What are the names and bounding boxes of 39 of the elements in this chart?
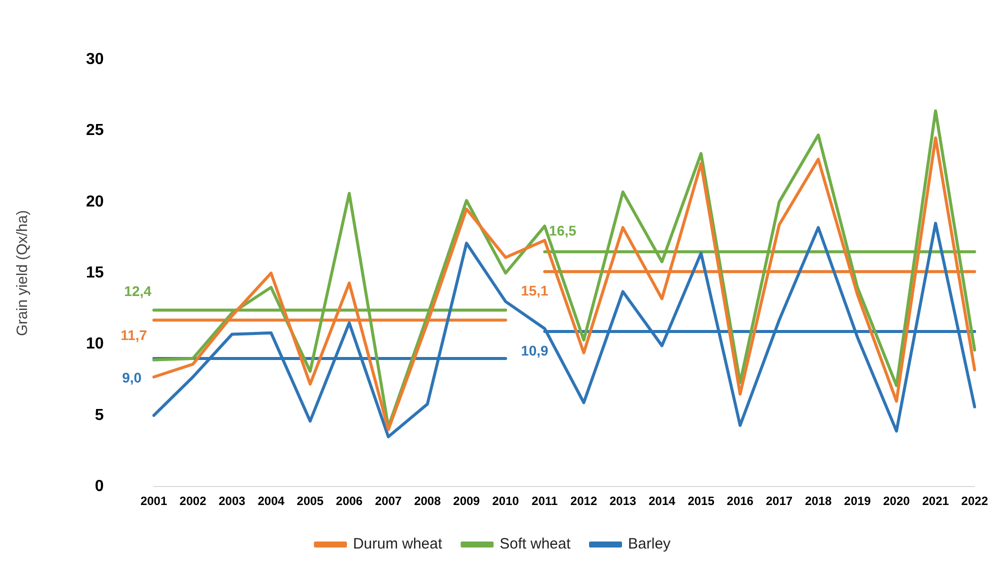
x-tick-label: 2004 bbox=[258, 494, 285, 508]
x-tick-label: 2017 bbox=[766, 494, 793, 508]
legend-label: Durum wheat bbox=[352, 536, 443, 553]
x-tick-label: 2020 bbox=[883, 494, 910, 508]
data-label: 11,7 bbox=[120, 326, 148, 343]
y-tick-label: 30 bbox=[86, 51, 104, 68]
x-tick-label: 2006 bbox=[336, 494, 363, 508]
x-tick-label: 2021 bbox=[922, 494, 950, 508]
x-tick-label: 2016 bbox=[726, 494, 754, 508]
y-axis-title: Grain yield (Qx/ha) bbox=[14, 210, 32, 336]
x-tick-label: 2010 bbox=[492, 494, 520, 508]
x-tick-label: 2013 bbox=[610, 494, 637, 508]
data-label: 9,0 bbox=[122, 369, 142, 386]
y-tick-label: 15 bbox=[86, 264, 104, 282]
data-label: 10,9 bbox=[521, 342, 549, 358]
x-tick-label: 2001 bbox=[140, 494, 168, 508]
y-tick-label: 10 bbox=[86, 336, 104, 353]
x-tick-label: 2019 bbox=[844, 494, 872, 508]
x-tick-label: 2002 bbox=[180, 494, 207, 508]
y-tick-label: 0 bbox=[94, 478, 104, 496]
y-tick-label: 5 bbox=[94, 406, 104, 424]
x-tick-label: 2014 bbox=[648, 494, 676, 508]
y-tick-label: 25 bbox=[86, 122, 104, 140]
x-tick-label: 2005 bbox=[296, 494, 324, 508]
x-tick-label: 2022 bbox=[961, 494, 988, 508]
x-tick-label: 2011 bbox=[532, 494, 558, 508]
data-label: 15,1 bbox=[521, 282, 549, 299]
x-tick-label: 2009 bbox=[453, 494, 480, 508]
legend-label: Barley bbox=[628, 536, 672, 553]
x-tick-label: 2003 bbox=[218, 494, 246, 508]
data-label: 16,5 bbox=[549, 222, 577, 239]
legend-label: Soft wheat bbox=[500, 536, 572, 553]
x-tick-label: 2012 bbox=[570, 494, 598, 508]
x-tick-label: 2007 bbox=[374, 494, 402, 508]
x-tick-label: 2015 bbox=[688, 494, 715, 508]
y-tick-label: 20 bbox=[86, 193, 104, 210]
x-tick-label: 2008 bbox=[414, 494, 442, 508]
x-tick-label: 2018 bbox=[804, 494, 832, 508]
data-label: 12,4 bbox=[124, 282, 152, 299]
